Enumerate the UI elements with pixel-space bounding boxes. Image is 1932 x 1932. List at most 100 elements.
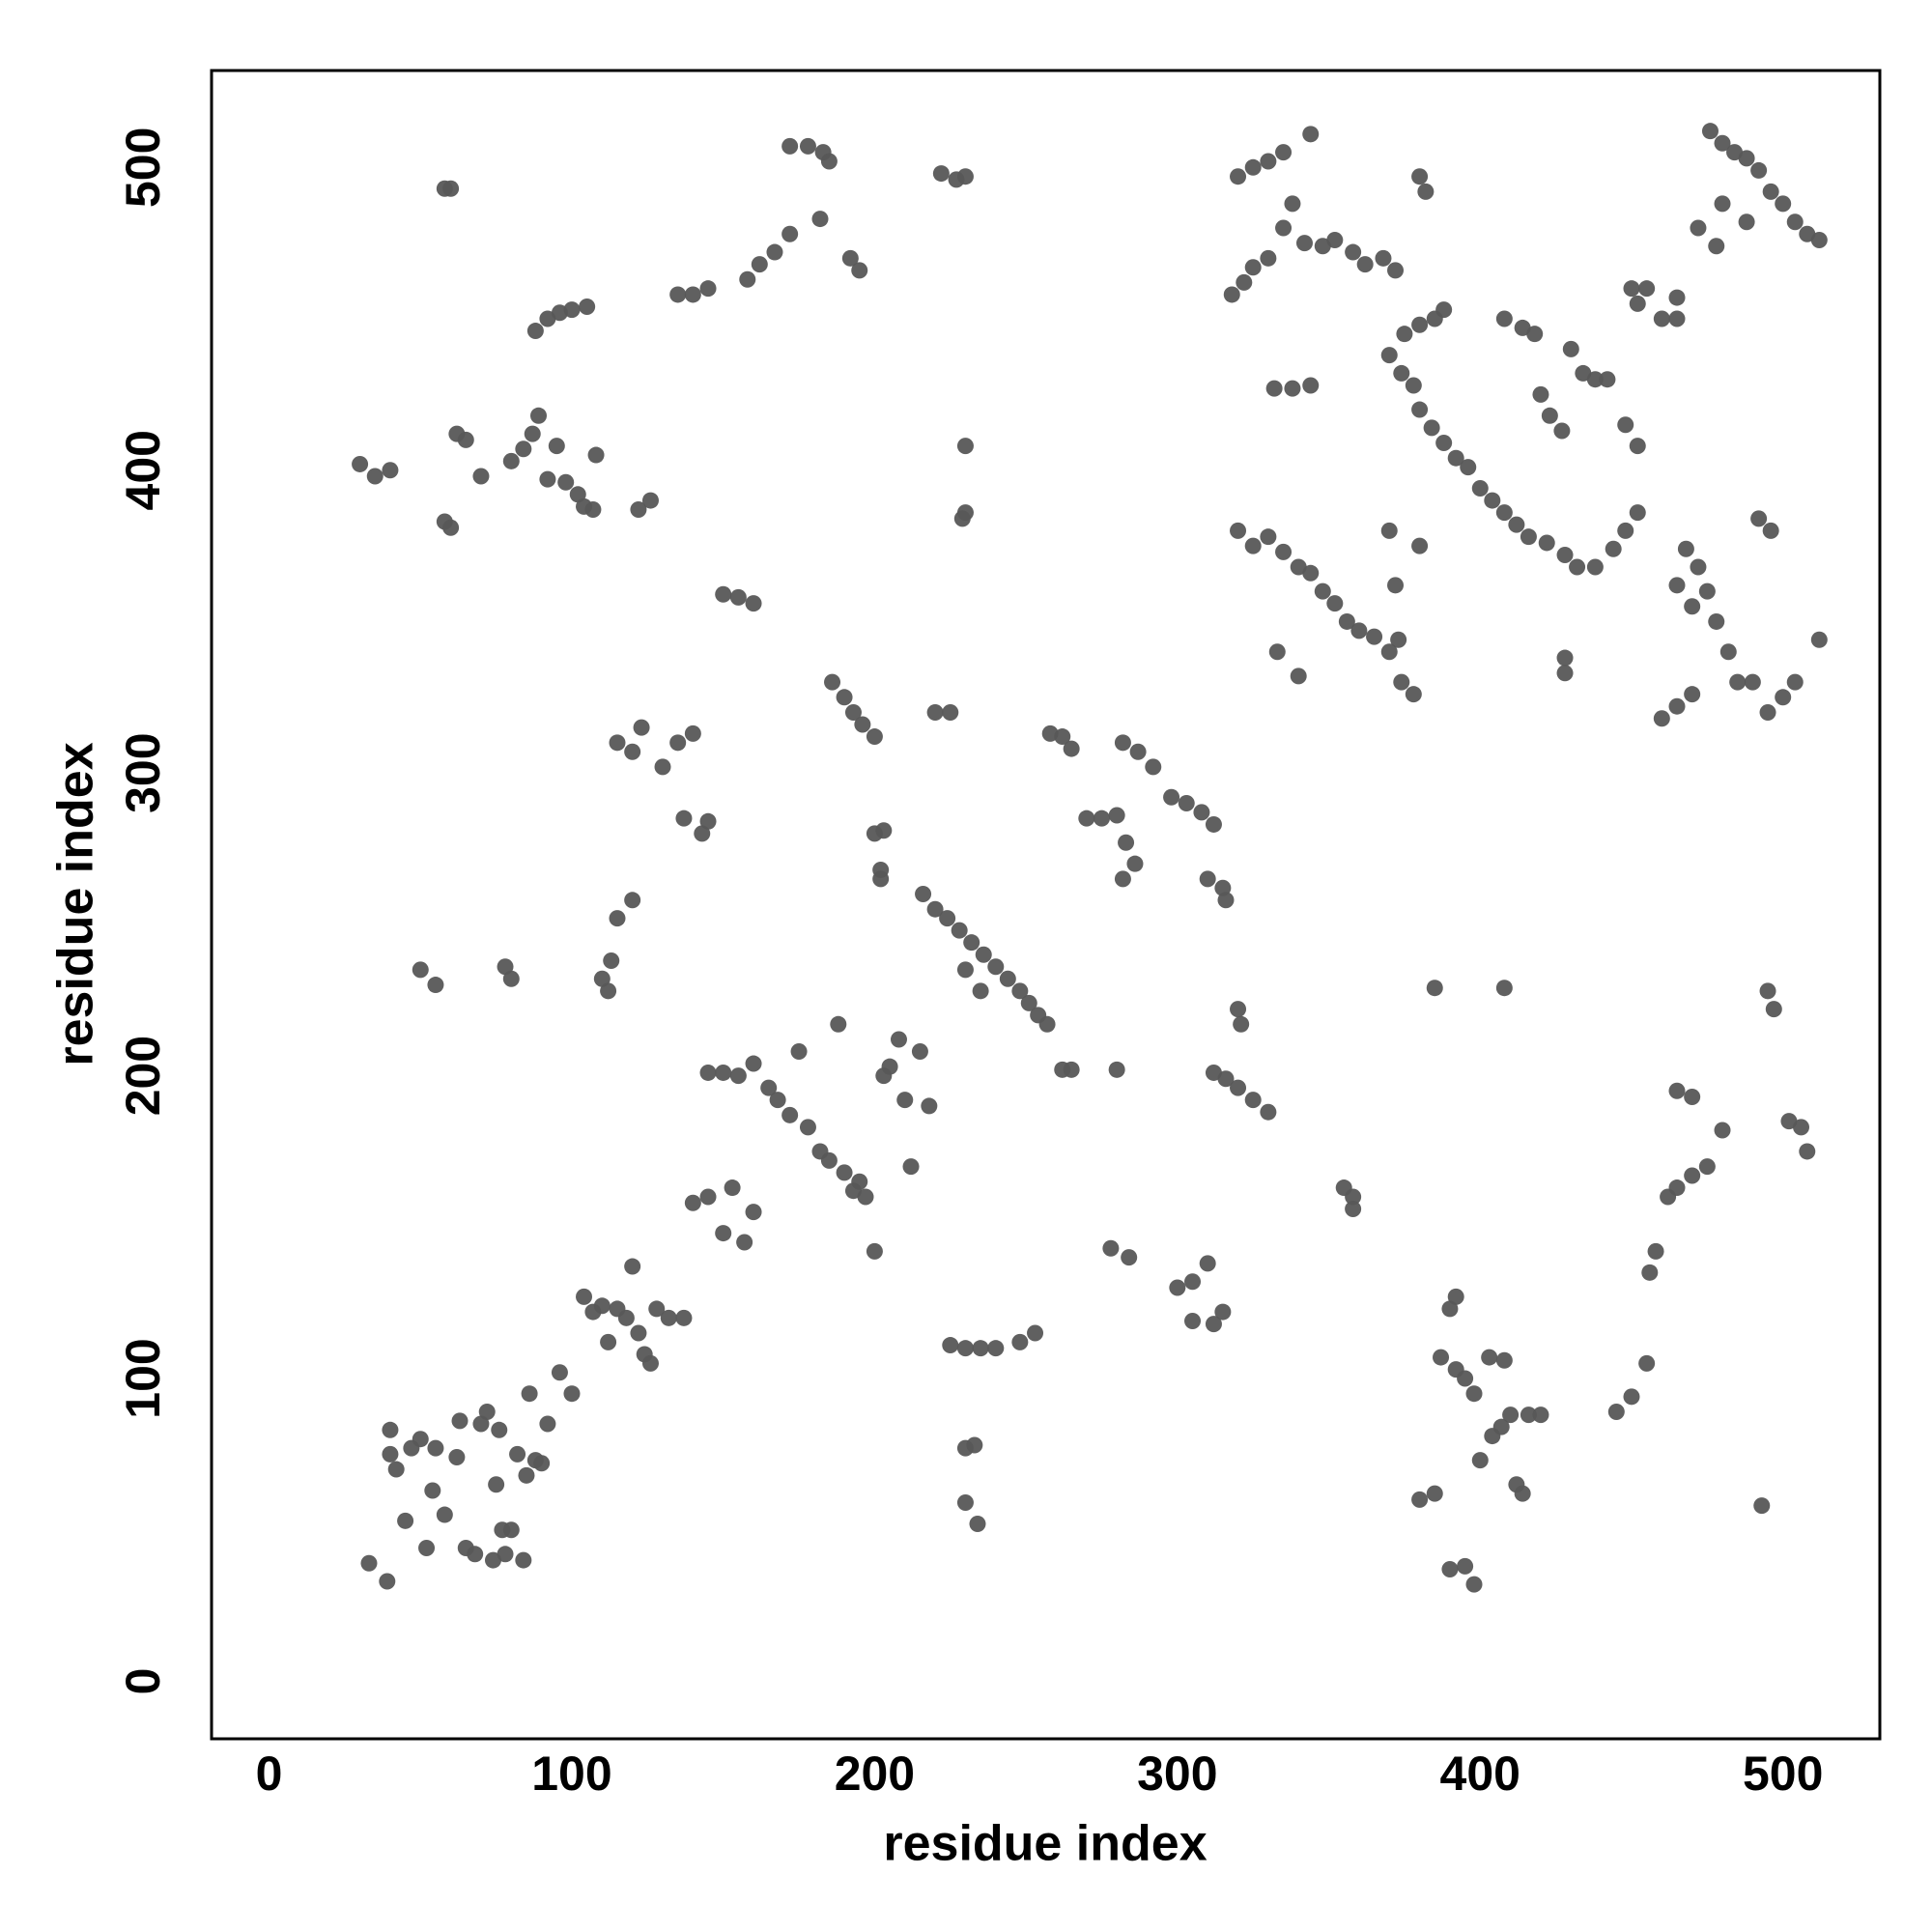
contact-point: [872, 870, 890, 888]
contact-point: [736, 1234, 753, 1251]
contact-point: [975, 946, 992, 963]
x-tick-label: 100: [531, 1747, 611, 1801]
contact-point: [1417, 183, 1435, 200]
contact-point: [781, 1106, 799, 1123]
contact-point: [1375, 249, 1392, 267]
contact-point: [427, 1439, 444, 1457]
contact-point: [1786, 213, 1804, 231]
contact-point: [1607, 1403, 1625, 1420]
contact-point: [1481, 1349, 1498, 1366]
contact-point: [1447, 1288, 1464, 1305]
contact-point: [1617, 522, 1634, 539]
contact-point: [751, 256, 768, 273]
contact-point: [1102, 1239, 1120, 1257]
contact-point: [609, 734, 626, 752]
contact-point: [539, 470, 556, 488]
contact-point: [1396, 326, 1413, 343]
contact-point: [1668, 1179, 1686, 1197]
contact-point: [563, 301, 581, 319]
contact-point: [579, 298, 596, 315]
contact-point: [1698, 582, 1716, 600]
contact-point: [875, 822, 893, 839]
y-tick-label: 400: [116, 430, 170, 510]
contact-point: [1314, 238, 1331, 255]
contact-point: [951, 922, 968, 939]
contact-point: [1514, 319, 1531, 336]
contact-point: [760, 1079, 778, 1096]
contact-point: [745, 595, 762, 612]
contact-point: [715, 1064, 732, 1081]
contact-point: [1738, 150, 1755, 167]
contact-point: [524, 425, 541, 442]
contact-point: [502, 452, 520, 469]
contact-point: [1260, 1103, 1277, 1121]
contact-point: [1775, 689, 1792, 706]
contact-point: [624, 743, 641, 760]
contact-point: [790, 1043, 808, 1061]
contact-point: [953, 510, 971, 527]
contact-point: [1684, 1089, 1701, 1106]
contact-point: [569, 486, 586, 503]
contact-point: [956, 438, 974, 455]
contact-point: [1390, 631, 1407, 648]
contact-point: [1078, 810, 1095, 827]
contact-point: [1495, 980, 1513, 997]
contact-point: [715, 1225, 732, 1242]
contact-point: [836, 1164, 853, 1181]
contact-point: [1750, 161, 1768, 179]
contact-point: [926, 703, 944, 721]
contact-point: [360, 1554, 378, 1572]
contact-point: [669, 286, 687, 303]
contact-point: [1495, 310, 1513, 327]
contact-point: [915, 886, 932, 903]
contact-point: [1284, 380, 1301, 397]
contact-point: [418, 1540, 436, 1557]
contact-point: [600, 982, 617, 1000]
contact-point: [1338, 612, 1355, 630]
contact-point: [699, 1064, 717, 1081]
contact-point: [442, 519, 460, 536]
contact-point: [1465, 1576, 1483, 1593]
contact-point: [1508, 516, 1525, 533]
contact-point: [729, 588, 747, 606]
contact-point: [1411, 1491, 1429, 1508]
contact-point: [1759, 982, 1776, 1000]
contact-point: [724, 1179, 741, 1197]
contact-point: [781, 225, 799, 242]
x-tick-label: 400: [1440, 1747, 1520, 1801]
contact-point: [484, 1551, 501, 1569]
contact-point: [866, 1242, 883, 1260]
contact-point: [1617, 416, 1634, 434]
contact-point: [766, 243, 783, 261]
contact-point: [1457, 1557, 1474, 1575]
contact-point: [1236, 273, 1253, 291]
contact-point: [729, 1067, 747, 1085]
contact-point: [1295, 235, 1313, 252]
contact-point: [1178, 795, 1195, 812]
contact-point: [478, 1403, 496, 1420]
contact-point: [1260, 528, 1277, 546]
contact-point: [448, 1449, 466, 1466]
contact-point: [1405, 377, 1422, 394]
contact-point: [1435, 301, 1453, 319]
contact-point: [1520, 1406, 1537, 1424]
contact-point: [1638, 1354, 1656, 1372]
contact-point: [427, 977, 444, 994]
contact-point: [1114, 870, 1131, 888]
contact-point: [1605, 540, 1622, 557]
contact-point: [1411, 401, 1429, 418]
contact-point: [442, 180, 460, 197]
contact-point: [412, 1431, 429, 1448]
contact-point: [491, 1421, 508, 1438]
contact-point: [942, 703, 959, 721]
contact-point: [624, 1258, 641, 1275]
contact-point: [1244, 537, 1262, 554]
contact-point: [699, 812, 717, 830]
contact-point: [1457, 1370, 1474, 1387]
contact-point: [1423, 419, 1440, 437]
contact-point: [1366, 628, 1383, 645]
contact-point: [521, 1385, 538, 1403]
contact-point: [1011, 982, 1029, 1000]
contact-point: [1387, 577, 1405, 594]
